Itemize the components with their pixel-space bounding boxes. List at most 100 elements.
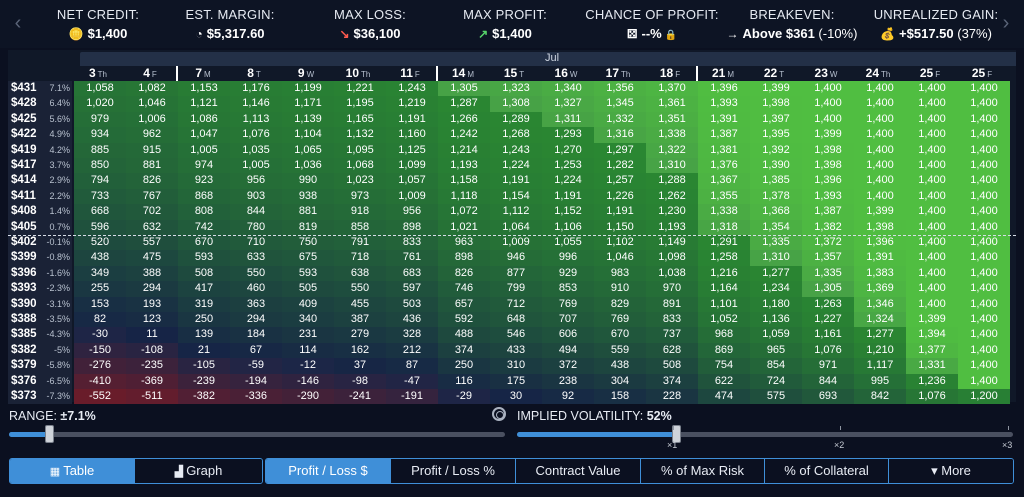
table-cell[interactable]: 1,068	[334, 158, 386, 174]
table-cell[interactable]: 372	[542, 358, 594, 374]
table-cell[interactable]: 1,221	[334, 81, 386, 97]
table-cell[interactable]: 974	[178, 158, 230, 174]
table-cell[interactable]: -59	[230, 358, 282, 374]
table-cell[interactable]: 255	[74, 281, 126, 297]
table-cell[interactable]: 996	[542, 250, 594, 266]
table-cell[interactable]: 1,390	[750, 158, 802, 174]
table-cell[interactable]: 1,227	[802, 312, 854, 328]
table-cell[interactable]: 946	[490, 250, 542, 266]
table-cell[interactable]: 1,132	[334, 127, 386, 143]
table-cell[interactable]: 1,400	[958, 96, 1010, 112]
table-cell[interactable]: 794	[74, 173, 126, 189]
table-cell[interactable]: -235	[126, 358, 178, 374]
table-cell[interactable]: 1,335	[802, 265, 854, 282]
table-cell[interactable]: 971	[802, 358, 854, 374]
table-cell[interactable]: 1,308	[490, 96, 542, 112]
table-cell[interactable]: 1,210	[854, 342, 906, 359]
table-cell[interactable]: 1,058	[74, 81, 126, 97]
table-cell[interactable]: 833	[646, 312, 698, 328]
table-cell[interactable]: 808	[178, 204, 230, 220]
table-cell[interactable]: -194	[230, 373, 282, 389]
table-cell[interactable]: 1,382	[802, 219, 854, 235]
table-cell[interactable]: -108	[126, 342, 178, 359]
table-cell[interactable]: 1,161	[802, 327, 854, 343]
table-cell[interactable]: 1,305	[802, 281, 854, 297]
table-cell[interactable]: -382	[178, 389, 230, 405]
table-cell[interactable]: 1,125	[386, 142, 438, 158]
table-cell[interactable]: -336	[230, 389, 282, 405]
table-cell[interactable]: 1,242	[438, 127, 490, 143]
table-cell[interactable]: 596	[74, 219, 126, 235]
table-cell[interactable]: 1,400	[958, 373, 1010, 389]
table-cell[interactable]: 1,005	[230, 158, 282, 174]
reset-iv-icon[interactable]	[492, 407, 506, 421]
table-cell[interactable]: 1,139	[282, 111, 334, 128]
table-cell[interactable]: 1,400	[802, 96, 854, 112]
table-cell[interactable]: 819	[282, 219, 334, 235]
table-cell[interactable]: 1,005	[178, 142, 230, 158]
table-cell[interactable]: 1,372	[802, 235, 854, 251]
table-cell[interactable]: 116	[438, 373, 490, 389]
table-cell[interactable]: -47	[386, 373, 438, 389]
table-cell[interactable]: 1,356	[594, 81, 646, 97]
table-cell[interactable]: 162	[334, 342, 386, 359]
table-cell[interactable]: 559	[594, 342, 646, 359]
table-cell[interactable]: 1,152	[542, 204, 594, 220]
table-cell[interactable]: 1,098	[646, 250, 698, 266]
table-cell[interactable]: 657	[438, 296, 490, 312]
tab-table[interactable]: ▦ Table	[10, 459, 135, 483]
table-cell[interactable]: 1,400	[958, 250, 1010, 266]
table-cell[interactable]: 929	[542, 265, 594, 282]
table-cell[interactable]: 460	[230, 281, 282, 297]
table-cell[interactable]: 1,400	[906, 81, 958, 97]
table-cell[interactable]: 175	[490, 373, 542, 389]
table-cell[interactable]: 1,400	[958, 204, 1010, 220]
table-cell[interactable]: 1,160	[386, 127, 438, 143]
table-cell[interactable]: 1,158	[438, 173, 490, 189]
table-cell[interactable]: 1,400	[958, 158, 1010, 174]
table-cell[interactable]: 833	[386, 235, 438, 251]
table-cell[interactable]: 702	[126, 204, 178, 220]
table-cell[interactable]: 1,392	[750, 142, 802, 158]
table-cell[interactable]: 1,035	[230, 142, 282, 158]
table-cell[interactable]: 1,370	[646, 81, 698, 97]
table-cell[interactable]: 780	[230, 219, 282, 235]
table-cell[interactable]: 494	[542, 342, 594, 359]
table-cell[interactable]: 1,257	[594, 173, 646, 189]
table-cell[interactable]: 1,393	[698, 96, 750, 112]
table-cell[interactable]: 1,398	[802, 142, 854, 158]
table-cell[interactable]: 1,400	[906, 142, 958, 158]
table-cell[interactable]: 1,387	[802, 204, 854, 220]
table-cell[interactable]: 319	[178, 296, 230, 312]
table-cell[interactable]: 1,199	[282, 81, 334, 97]
table-cell[interactable]: 1,400	[906, 281, 958, 297]
table-cell[interactable]: 1,400	[906, 96, 958, 112]
table-cell[interactable]: 675	[282, 250, 334, 266]
table-cell[interactable]: 1,332	[594, 111, 646, 128]
table-cell[interactable]: -511	[126, 389, 178, 405]
table-cell[interactable]: -239	[178, 373, 230, 389]
table-cell[interactable]: 990	[282, 173, 334, 189]
table-cell[interactable]: -276	[74, 358, 126, 374]
table-cell[interactable]: 1,400	[854, 127, 906, 143]
table-cell[interactable]: 1,369	[854, 281, 906, 297]
table-cell[interactable]: 632	[126, 219, 178, 235]
table-cell[interactable]: 826	[126, 173, 178, 189]
table-cell[interactable]: 1,400	[958, 312, 1010, 328]
table-cell[interactable]: 1,310	[750, 250, 802, 266]
table-cell[interactable]: 1,243	[386, 81, 438, 97]
table-cell[interactable]: 965	[750, 342, 802, 359]
table-cell[interactable]: 1,099	[386, 158, 438, 174]
table-cell[interactable]: -290	[282, 389, 334, 405]
table-cell[interactable]: 1,338	[646, 127, 698, 143]
table-cell[interactable]: 488	[438, 327, 490, 343]
table-cell[interactable]: 1,305	[438, 81, 490, 97]
table-cell[interactable]: 1,164	[698, 281, 750, 297]
table-cell[interactable]: 1,230	[646, 204, 698, 220]
table-cell[interactable]: 1,101	[698, 296, 750, 312]
table-cell[interactable]: 21	[178, 342, 230, 359]
table-cell[interactable]: 30	[490, 389, 542, 405]
table-cell[interactable]: -98	[334, 373, 386, 389]
table-cell[interactable]: -410	[74, 373, 126, 389]
table-cell[interactable]: 153	[74, 296, 126, 312]
